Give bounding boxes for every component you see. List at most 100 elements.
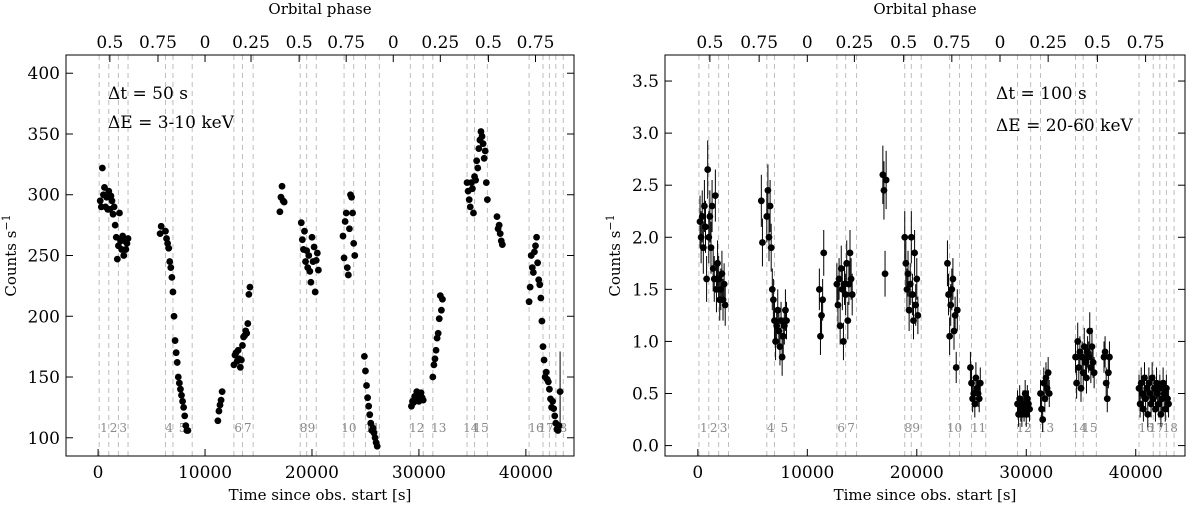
data-point (706, 213, 714, 220)
data-point (842, 291, 850, 298)
y-tick-label: 250 (28, 247, 60, 267)
data-point (720, 280, 728, 288)
y-axis-ticks: 100 150 200 250 300 350 400 (28, 64, 574, 449)
segment-label: 5 (179, 421, 187, 435)
y-tick-label: 150 (28, 368, 60, 388)
data-point (110, 203, 118, 211)
segment-label: 18 (1163, 421, 1178, 435)
data-point (243, 329, 251, 337)
data-point (178, 391, 185, 399)
data-point (976, 379, 984, 387)
data-point (339, 232, 347, 240)
data-point (759, 239, 766, 246)
data-point (838, 285, 846, 293)
data-point (707, 244, 715, 252)
data-point (1045, 390, 1053, 397)
data-point (439, 295, 446, 303)
data-point (777, 317, 785, 324)
data-point (478, 133, 486, 140)
data-point (913, 275, 921, 283)
data-point (533, 233, 540, 241)
data-point (702, 223, 709, 231)
y-tick-label: 0.0 (632, 437, 659, 457)
data-point (435, 315, 443, 323)
data-point (1152, 405, 1159, 413)
data-point (904, 270, 912, 278)
phase-tick-label: 0.5 (286, 33, 313, 53)
data-point (362, 367, 369, 375)
data-point (364, 394, 371, 402)
data-point (944, 259, 951, 267)
data-point (539, 343, 547, 351)
data-point (166, 258, 174, 265)
phase-tick-label: 0.5 (890, 33, 917, 53)
data-point (124, 235, 132, 242)
phase-tick-label: 0.75 (1127, 33, 1165, 53)
data-point (239, 342, 246, 349)
data-point (469, 185, 476, 193)
data-point (479, 140, 487, 148)
x-axis-ticks: 0 10000 20000 30000 40000 (692, 449, 1163, 483)
data-point (366, 411, 374, 419)
data-point (1164, 395, 1171, 403)
data-point (348, 193, 355, 201)
data-point (833, 280, 841, 288)
data-point (432, 346, 440, 354)
segment-label: 17 (539, 421, 554, 435)
data-point (156, 230, 164, 238)
data-point (1142, 395, 1149, 403)
phase-tick-label: 0 (388, 33, 399, 53)
data-point (1086, 327, 1094, 335)
data-point (246, 283, 254, 291)
data-point (975, 395, 983, 403)
data-point (909, 291, 916, 298)
data-point (175, 379, 183, 387)
data-point (1137, 379, 1145, 387)
data-point (763, 213, 771, 220)
y-tick-label: 1.0 (632, 332, 659, 352)
x-tick-label: 30000 (999, 463, 1053, 483)
data-point (1136, 400, 1144, 408)
data-point (470, 209, 477, 217)
data-point (907, 233, 915, 241)
data-point (1085, 353, 1093, 361)
data-point (771, 317, 778, 324)
x-axis-title: Time since obs. start [s] (229, 486, 412, 504)
data-point (1041, 395, 1049, 403)
data-point (538, 317, 546, 325)
data-point (529, 269, 537, 276)
x-tick-label: 10000 (178, 463, 232, 483)
data-point (483, 196, 491, 204)
segment-label: 7 (847, 421, 855, 435)
data-point (946, 332, 954, 340)
data-point (1100, 353, 1108, 361)
data-point (1020, 405, 1028, 413)
data-point (818, 311, 825, 319)
data-point (180, 403, 188, 411)
plot-frame (664, 54, 1186, 457)
annotation-de: ΔE = 20-60 keV (996, 116, 1134, 136)
data-point (1087, 364, 1095, 371)
data-point (1022, 410, 1030, 418)
data-point (1073, 379, 1081, 387)
data-point (493, 213, 501, 221)
data-point (363, 382, 370, 389)
data-point (551, 412, 559, 420)
segment-label: 2 (710, 421, 718, 435)
data-point (162, 227, 169, 235)
data-point (536, 281, 544, 289)
data-point (1159, 379, 1167, 387)
data-point (217, 396, 225, 404)
segment-label: 4 (165, 421, 173, 435)
segment-label: 8 (300, 421, 308, 435)
data-point (1076, 348, 1084, 356)
data-point (214, 417, 222, 425)
data-point (709, 265, 717, 272)
data-point (949, 275, 957, 283)
y-axis-title-sup: −1 (604, 214, 617, 230)
data-point (969, 395, 977, 403)
